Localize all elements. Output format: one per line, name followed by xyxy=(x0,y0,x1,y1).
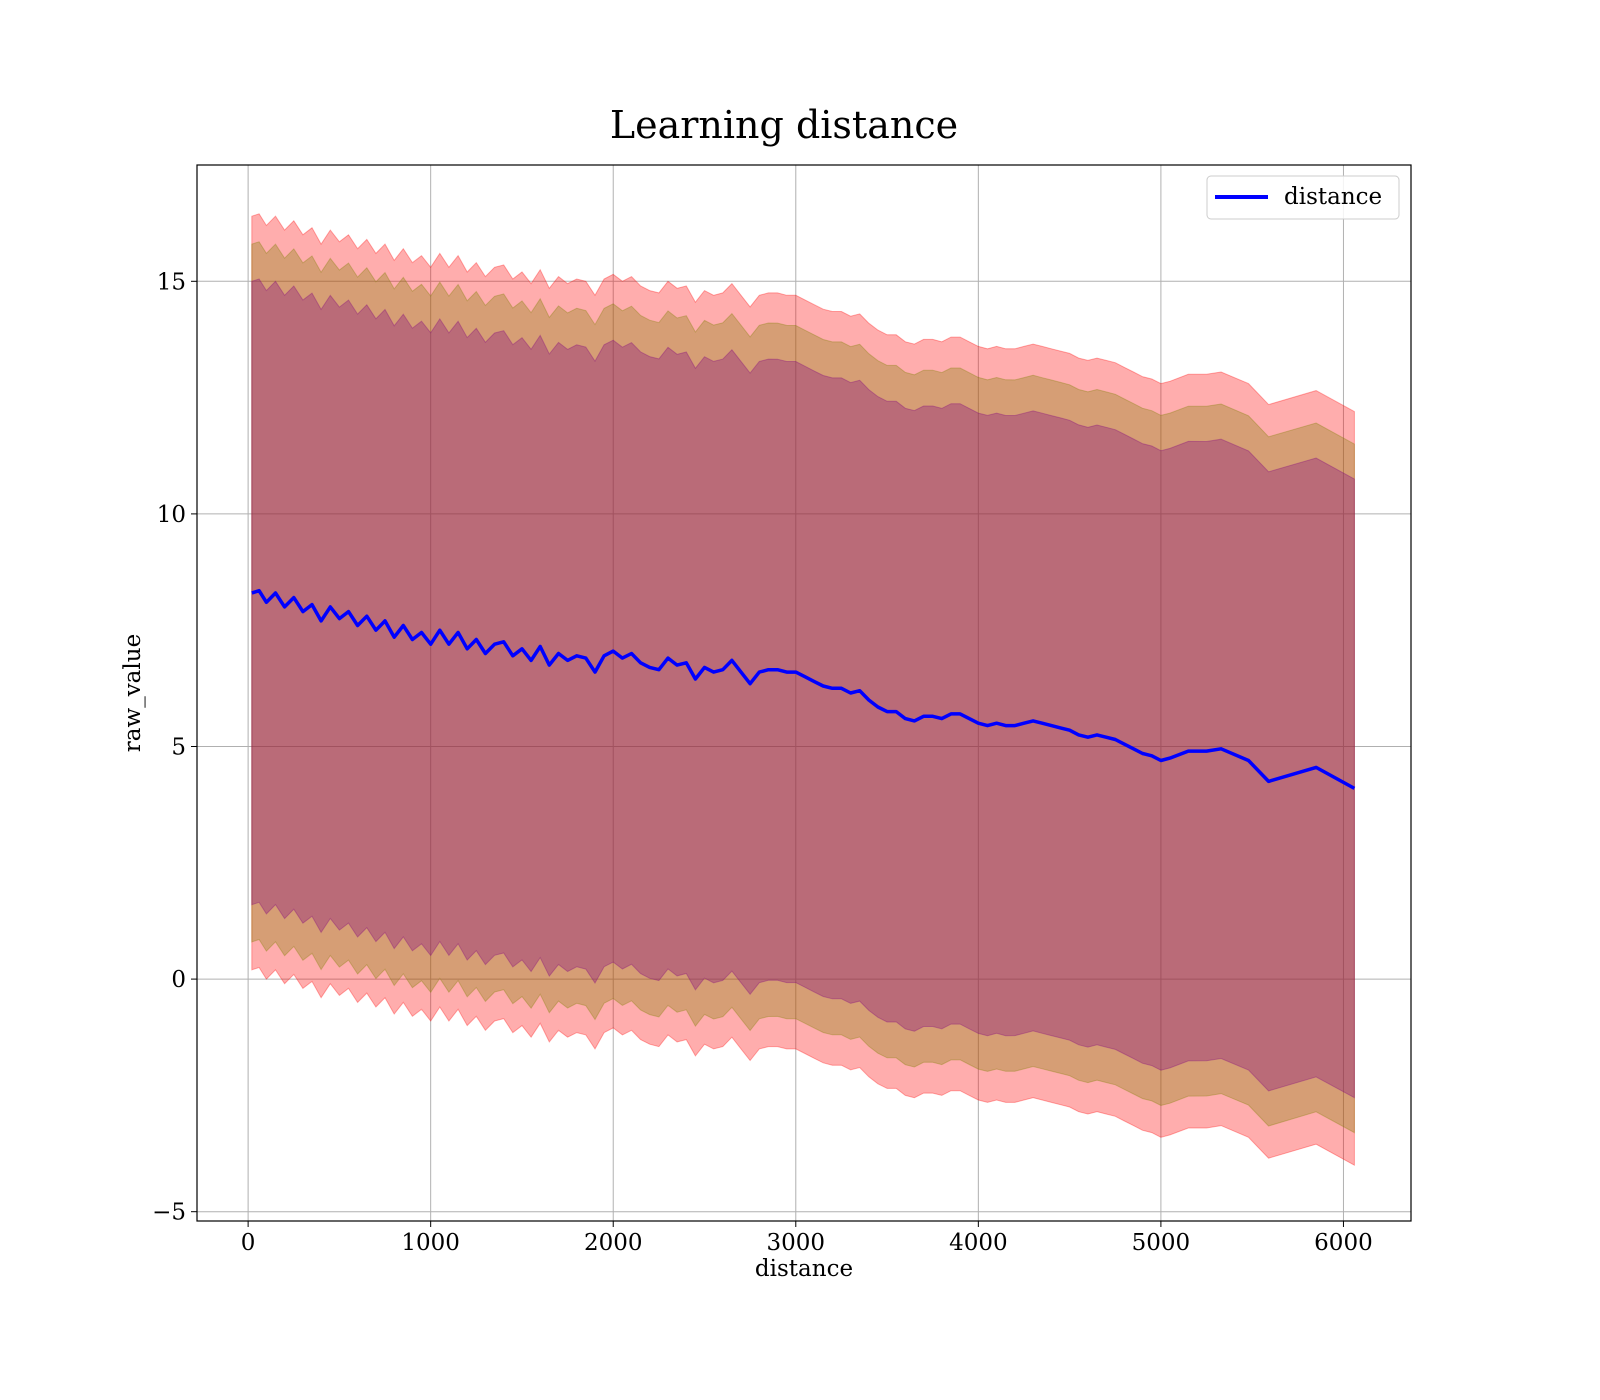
confidence-bands xyxy=(251,213,1355,1167)
x-axis-ticks: 0 1000 2000 3000 4000 5000 6000 xyxy=(241,1221,1373,1256)
legend-label-distance: distance xyxy=(1284,184,1382,210)
chart-title: Learning distance xyxy=(610,103,958,147)
legend: distance xyxy=(1206,175,1400,220)
x-tick-label: 3000 xyxy=(767,1230,826,1256)
y-tick-label: 15 xyxy=(157,269,186,295)
grid xyxy=(197,165,1411,1221)
x-tick-label: 4000 xyxy=(949,1230,1008,1256)
series-lines xyxy=(251,588,1356,790)
x-tick-label: 0 xyxy=(241,1230,256,1256)
x-tick-label: 2000 xyxy=(584,1230,643,1256)
plot-frame xyxy=(196,164,1412,1222)
y-axis-label: raw_value xyxy=(120,634,146,752)
distance-line xyxy=(251,588,1356,790)
y-tick-label: 5 xyxy=(171,734,186,760)
x-tick-label: 1000 xyxy=(401,1230,460,1256)
y-tick-label: −5 xyxy=(152,1200,186,1226)
middle-band xyxy=(251,241,1355,1134)
x-tick-label: 5000 xyxy=(1132,1230,1191,1256)
x-axis-label: distance xyxy=(755,1256,853,1282)
outer-band xyxy=(251,213,1355,1167)
y-tick-label: 0 xyxy=(171,967,186,993)
y-axis-ticks: −5 0 5 10 15 xyxy=(152,269,197,1226)
y-tick-label: 10 xyxy=(157,502,186,528)
legend-box xyxy=(1206,175,1400,220)
inner-band xyxy=(251,278,1355,1099)
x-tick-label: 6000 xyxy=(1314,1230,1373,1256)
